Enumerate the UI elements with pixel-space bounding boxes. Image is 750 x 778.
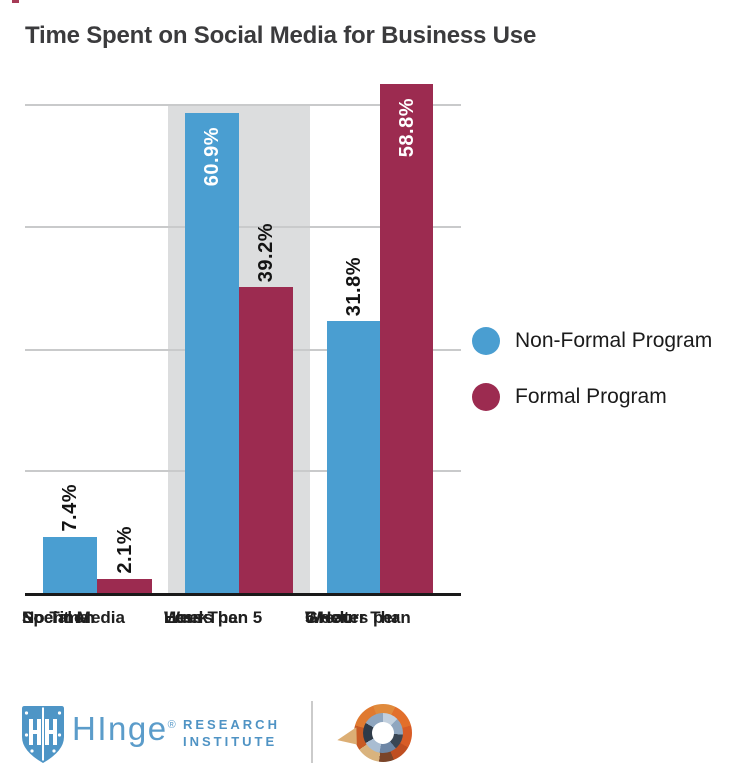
hinge-wordmark: HInge® (72, 710, 176, 748)
category-label-line: Social Media (22, 608, 125, 627)
research-line: RESEARCH (183, 717, 280, 732)
legend-swatch-non-formal-icon (472, 327, 500, 355)
legend-item-non-formal: Non-Formal Program (472, 327, 712, 355)
legend-swatch-formal-icon (472, 383, 500, 411)
research-institute-label: RESEARCH INSTITUTE (183, 716, 280, 750)
institute-line: INSTITUTE (183, 734, 278, 749)
registered-mark: ® (167, 719, 176, 731)
top-crop-artifact (12, 0, 19, 3)
bar-non-formal-program-cat1 (185, 113, 239, 594)
bar-non-formal-program-cat2 (327, 321, 380, 594)
gridline (25, 104, 461, 106)
legend-item-formal: Formal Program (472, 383, 712, 411)
category-label-line: Spent on (22, 608, 95, 627)
legend-label-formal: Formal Program (515, 385, 667, 408)
category-label-line: Greater Than (305, 608, 411, 627)
bar-value-label-formal-program-cat2: 58.8% (395, 98, 418, 158)
category-label-line: Hours per (164, 608, 245, 627)
bar-value-label-non-formal-program-cat1: 60.9% (201, 127, 223, 187)
donut-mosaic-hole (372, 722, 394, 744)
bar-formal-program-cat2 (380, 84, 433, 594)
bar-value-label-non-formal-program-cat2: 31.8% (342, 256, 365, 316)
hinge-shield-icon (22, 706, 64, 763)
footer-divider (311, 701, 313, 763)
category-label-line: Week (305, 608, 350, 627)
category-label-line: Less Than 5 (164, 608, 263, 627)
x-axis-line (25, 593, 461, 596)
bar-value-label-formal-program-cat0: 2.1% (113, 526, 136, 574)
category-label-line: Week (164, 608, 209, 627)
chart-title: Time Spent on Social Media for Business … (25, 22, 537, 49)
category-label-line: No Time (22, 608, 89, 627)
hinge-wordmark-text: HInge (72, 710, 168, 747)
gridline (25, 226, 461, 228)
bar-non-formal-program-cat0 (43, 537, 97, 594)
bar-formal-program-cat0 (97, 579, 152, 594)
legend: Non-Formal Program Formal Program (472, 327, 712, 411)
legend-label-non-formal: Non-Formal Program (515, 329, 713, 352)
category-label-line: 5 Hours per (305, 608, 400, 627)
bar-value-label-formal-program-cat1: 39.2% (255, 222, 277, 282)
bar-value-label-non-formal-program-cat0: 7.4% (59, 484, 81, 532)
bar-formal-program-cat1 (239, 287, 293, 594)
